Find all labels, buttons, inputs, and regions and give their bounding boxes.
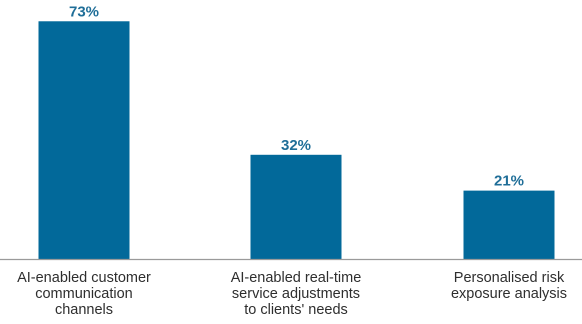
bar-3 <box>463 190 555 259</box>
category-label-3: Personalised risk exposure analysis <box>451 270 567 302</box>
bar-2 <box>250 154 342 259</box>
value-label-2: 32% <box>281 137 311 154</box>
category-label-1-line-1: AI-enabled customer <box>17 270 151 286</box>
category-label-2-line-2: service adjustments <box>232 286 360 302</box>
bars-group <box>38 21 555 260</box>
category-label-1: AI-enabled customer communication channels <box>17 270 151 318</box>
category-label-2-line-1: AI-enabled real-time <box>231 270 362 286</box>
category-labels-group: AI-enabled customer communication channels… <box>17 270 567 318</box>
category-label-3-line-2: exposure analysis <box>451 286 567 302</box>
value-label-3: 21% <box>494 173 524 190</box>
category-label-1-line-3: channels <box>55 302 113 318</box>
value-labels-group: 73% 32% 21% <box>69 3 524 189</box>
category-label-2-line-3: to clients' needs <box>244 302 348 318</box>
category-label-3-line-1: Personalised risk <box>454 270 565 286</box>
category-label-1-line-2: communication <box>35 286 133 302</box>
bar-1 <box>38 21 130 260</box>
value-label-1: 73% <box>69 3 99 20</box>
category-label-2: AI-enabled real-time service adjustments t… <box>231 270 362 318</box>
